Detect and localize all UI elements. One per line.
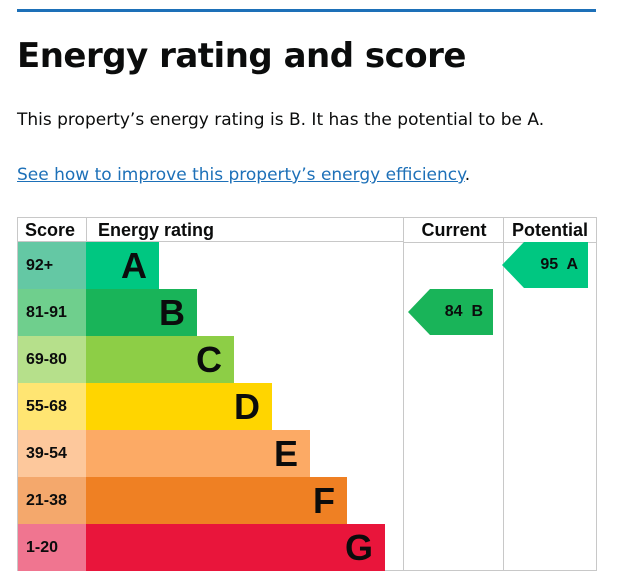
header-score: Score — [18, 218, 86, 242]
rating-bar-B: B — [86, 289, 197, 336]
header-energy-rating: Energy rating — [86, 218, 404, 242]
rating-bar-C: C — [86, 336, 234, 383]
rating-bar-A: A — [86, 242, 159, 289]
rating-bar-G: G — [86, 524, 385, 571]
score-cell-F: 21-38 — [18, 477, 86, 524]
header-potential: Potential — [504, 218, 596, 243]
score-cell-G: 1-20 — [18, 524, 86, 571]
energy-rating-chart: Score Energy rating Current Potential 92… — [17, 217, 597, 571]
improve-efficiency-link[interactable]: See how to improve this property’s energ… — [17, 165, 465, 185]
rating-summary: This property’s energy rating is B. It h… — [17, 110, 545, 130]
page-title: Energy rating and score — [17, 36, 467, 76]
link-suffix: . — [464, 165, 471, 185]
divider — [86, 218, 87, 242]
score-cell-E: 39-54 — [18, 430, 86, 477]
score-cell-B: 81-91 — [18, 289, 86, 336]
potential-rating-arrow: 95 A — [502, 242, 588, 288]
score-cell-C: 69-80 — [18, 336, 86, 383]
divider — [503, 218, 504, 570]
improve-link-line: See how to improve this property’s energ… — [17, 165, 470, 185]
header-current: Current — [404, 218, 504, 243]
rating-bar-F: F — [86, 477, 347, 524]
score-cell-D: 55-68 — [18, 383, 86, 430]
current-rating-arrow: 84 B — [408, 289, 493, 335]
rating-bar-D: D — [86, 383, 272, 430]
score-cell-A: 92+ — [18, 242, 86, 289]
divider — [403, 218, 404, 570]
rating-bar-E: E — [86, 430, 310, 477]
top-rule — [17, 9, 596, 12]
